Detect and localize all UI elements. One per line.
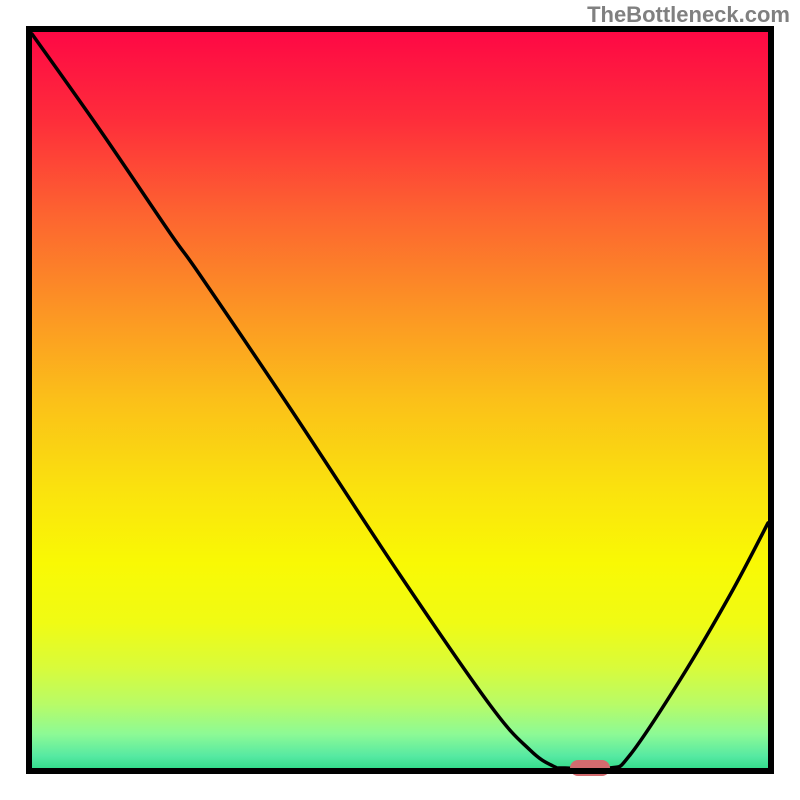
bottleneck-chart: [0, 0, 800, 800]
chart-container: TheBottleneck.com: [0, 0, 800, 800]
plot-area: [29, 29, 771, 776]
watermark-text: TheBottleneck.com: [587, 2, 790, 28]
gradient-background: [29, 29, 771, 771]
